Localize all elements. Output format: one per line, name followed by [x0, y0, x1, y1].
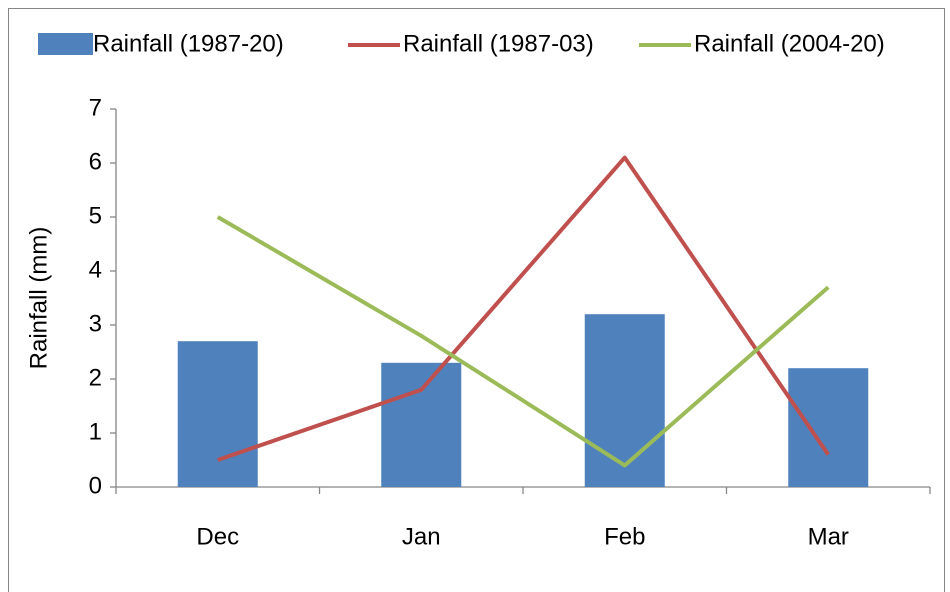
y-tick-label: 2 — [89, 364, 102, 391]
legend-swatch — [38, 33, 93, 55]
y-tick-label: 0 — [89, 472, 102, 499]
line — [217, 155, 830, 462]
x-tick-label: Feb — [604, 523, 645, 550]
chart-border — [8, 8, 945, 592]
x-tick-label: Jan — [402, 523, 441, 550]
y-axis-title: Rainfall (mm) — [25, 227, 52, 370]
bar — [177, 341, 258, 487]
y-tick-label: 3 — [89, 310, 102, 337]
y-tick-label: 6 — [89, 148, 102, 175]
legend-label: Rainfall (1987-03) — [403, 30, 594, 57]
legend-label: Rainfall (1987-20) — [93, 30, 284, 57]
line — [216, 215, 830, 468]
bar — [788, 368, 869, 487]
bar — [381, 362, 462, 487]
legend-label: Rainfall (2004-20) — [694, 30, 885, 57]
bar — [584, 314, 665, 487]
y-tick-label: 1 — [89, 418, 102, 445]
x-tick-label: Dec — [196, 523, 239, 550]
y-tick-label: 4 — [89, 256, 102, 283]
x-tick-label: Mar — [808, 523, 849, 550]
y-tick-label: 5 — [89, 202, 102, 229]
y-tick-label: 7 — [89, 94, 102, 121]
